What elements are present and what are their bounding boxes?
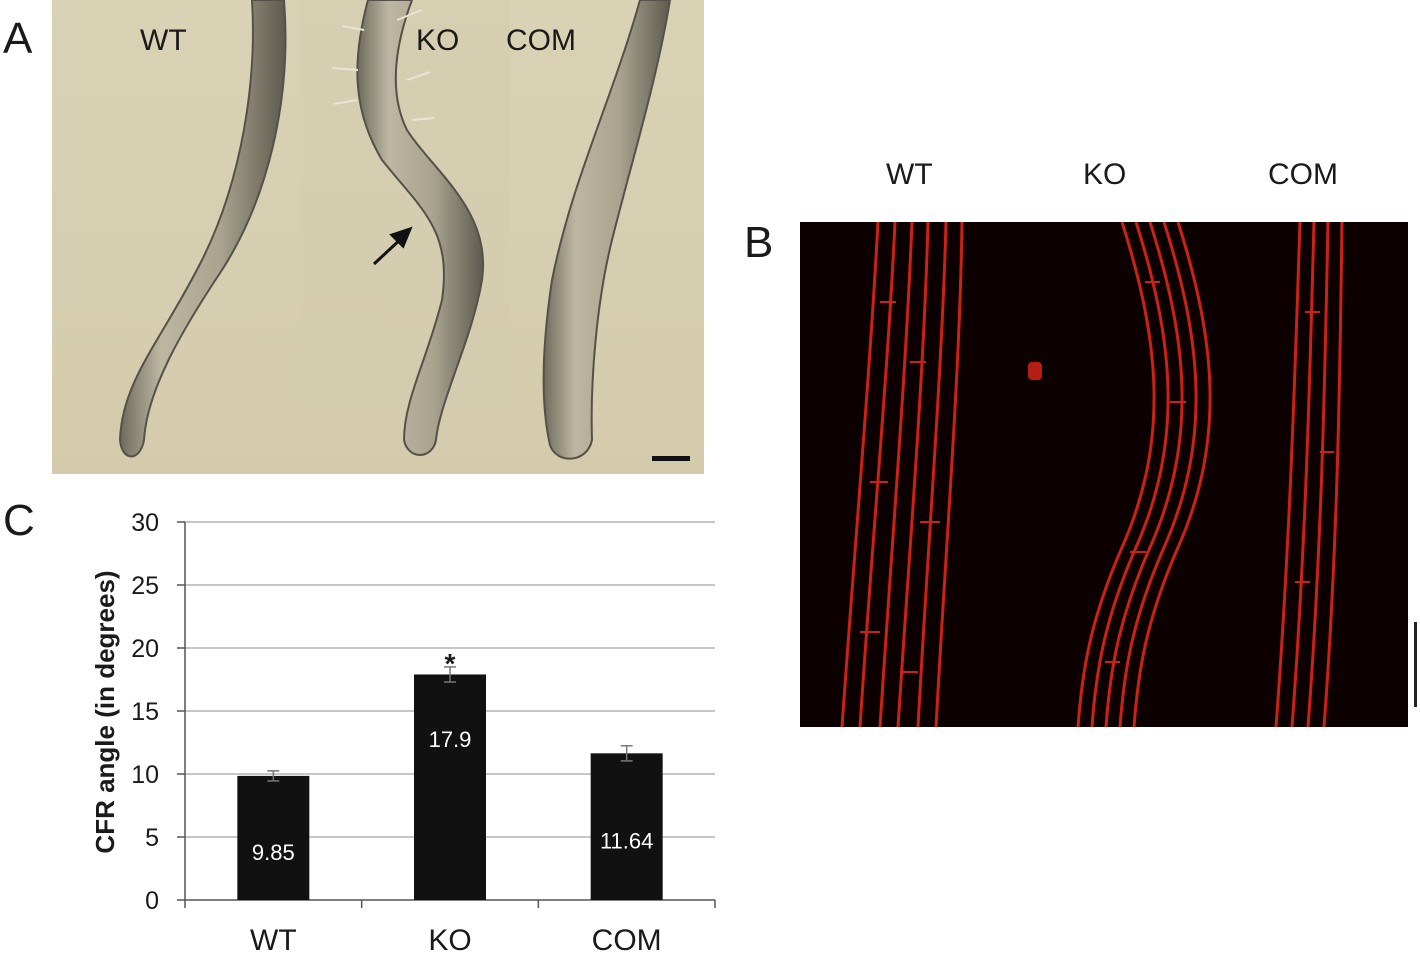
- debris-spot: [1028, 362, 1042, 380]
- x-tick-labels: WT KO COM: [250, 924, 662, 955]
- data-label-wt: 9.85: [252, 840, 295, 865]
- root-brightfield-drawing: [118, 0, 690, 474]
- panel-b-micrograph: [800, 222, 1408, 727]
- root-fluorescence-drawing: [840, 222, 1344, 727]
- y-tick-label: 5: [145, 824, 159, 852]
- scale-bar-b: [1414, 622, 1417, 707]
- ko-fluorescent-root: [1076, 222, 1212, 727]
- y-tick-label: 10: [131, 761, 159, 789]
- panel-b-letter: B: [744, 218, 774, 267]
- wt-root: [118, 0, 287, 458]
- y-tick-label: 30: [131, 509, 159, 537]
- x-tick-label-wt: WT: [250, 924, 297, 955]
- cfr-angle-bar-chart: 0 5 10 15 20 25 30 9.85 17.9 * 11.64 WT KO COM CFR …: [90, 509, 716, 955]
- panel-b-label-com: COM: [1268, 158, 1338, 191]
- x-tick-label-ko: KO: [428, 924, 471, 955]
- com-fluorescent-root: [1274, 222, 1344, 727]
- significance-marker: *: [445, 648, 456, 679]
- ko-root: [356, 0, 485, 456]
- com-root: [542, 0, 672, 460]
- error-bars: [267, 666, 633, 782]
- data-label-com: 11.64: [600, 829, 653, 854]
- bars: [237, 674, 663, 900]
- data-labels: 9.85 17.9 * 11.64: [252, 648, 653, 865]
- bar-com: [590, 753, 663, 900]
- panel-a-label-com: COM: [506, 24, 576, 57]
- y-tick-label: 0: [145, 887, 159, 915]
- ko-root-hairs: [331, 9, 435, 121]
- wt-fluorescent-root: [840, 222, 964, 727]
- panel-b-label-ko: KO: [1083, 158, 1127, 191]
- y-tick-label: 20: [131, 635, 159, 663]
- panel-a-label-ko: KO: [416, 24, 460, 57]
- panel-b-label-wt: WT: [886, 158, 933, 191]
- cell-cross-walls: [860, 281, 1334, 673]
- panel-a-micrograph: WT KO COM: [52, 0, 704, 474]
- arrow-icon: [372, 226, 413, 266]
- bar-wt: [237, 775, 310, 900]
- scale-bar-a: [652, 456, 690, 461]
- y-axis-label: CFR angle (in degrees): [90, 570, 120, 853]
- x-tick-label-com: COM: [592, 924, 662, 955]
- bar-ko: [414, 674, 486, 900]
- panel-a-label-wt: WT: [140, 24, 187, 57]
- panel-a-letter: A: [3, 14, 33, 63]
- y-tick-label: 25: [131, 572, 159, 600]
- y-tick-label: 15: [131, 698, 159, 726]
- data-label-ko: 17.9: [429, 727, 472, 752]
- y-tick-labels: 0 5 10 15 20 25 30: [131, 509, 159, 915]
- panel-c-letter: C: [3, 496, 35, 545]
